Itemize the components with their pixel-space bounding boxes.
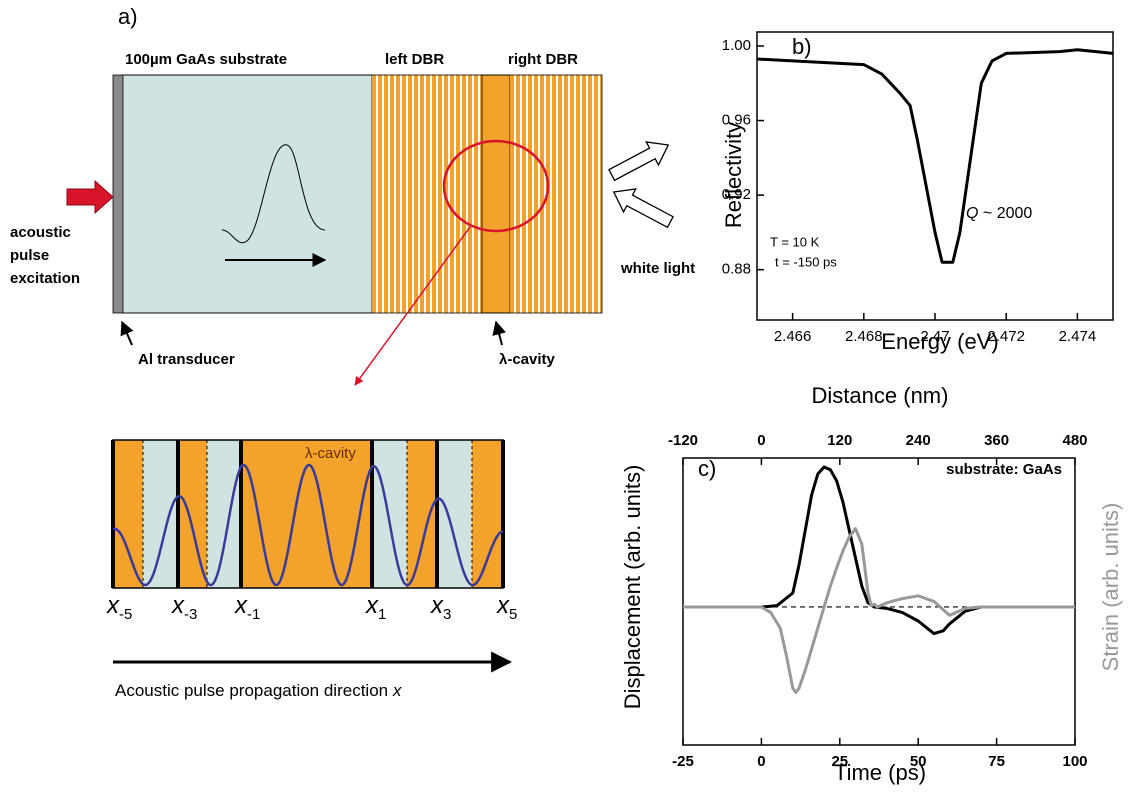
position-base: x (171, 592, 185, 619)
light-out-arrow (612, 188, 674, 229)
position-sub: -1 (247, 606, 260, 623)
x-tick-label: 25 (831, 753, 848, 770)
position-base: x (106, 592, 120, 619)
position-label: x-1 (234, 592, 260, 623)
zoom-arrow (354, 226, 471, 386)
transducer-arrow (120, 320, 134, 346)
transducer (113, 75, 123, 313)
layer (207, 440, 241, 588)
layer (113, 440, 143, 588)
panel-label: c) (698, 456, 716, 481)
condition: t = -150 ps (775, 254, 837, 269)
cavity (481, 74, 511, 314)
x2-tick-label: 360 (984, 432, 1009, 449)
y-tick-label: 0.92 (722, 186, 751, 203)
left-dbr (372, 75, 482, 313)
x-tick-label: 0 (757, 753, 765, 770)
plot-frame (682, 457, 1076, 746)
data-line (756, 48, 1114, 264)
q-text: ~ 2000 (983, 205, 1032, 222)
zoom-cavity-label: λ-cavity (305, 445, 356, 462)
position-sub: 1 (378, 606, 386, 623)
layer (178, 440, 207, 588)
layer (407, 440, 437, 588)
plot-frame (756, 31, 1114, 321)
y-tick-label: 1.00 (722, 37, 751, 54)
excitation-label: pulse (10, 247, 49, 264)
x-tick-label: 75 (988, 753, 1005, 770)
layer (437, 440, 472, 588)
transducer-label: Al transducer (138, 351, 235, 368)
sample-frame (112, 74, 603, 314)
light-in-arrow (608, 141, 670, 182)
y-axis-label: Displacement (arb. units) (620, 465, 645, 710)
x2-tick-label: 240 (906, 432, 931, 449)
q-symbol: Q (966, 205, 978, 222)
condition: T = 10 K (770, 234, 820, 249)
x-tick-label: 2.474 (1059, 328, 1097, 345)
y-axis-label: Reflectivity (721, 122, 746, 228)
standing-wave (112, 463, 504, 587)
q-annotation: Q ~ 2000 (966, 205, 1032, 222)
annotation: substrate: GaAs (946, 461, 1062, 478)
x2-tick-label: -120 (668, 432, 698, 449)
y-tick-label: 0.96 (722, 112, 751, 129)
layer (241, 440, 372, 588)
x2-axis-label: Distance (nm) (812, 383, 949, 408)
x-tick-label: 2.472 (987, 328, 1025, 345)
panel-label: a) (118, 4, 138, 29)
position-label: x1 (365, 592, 386, 623)
zoom-circle (442, 139, 550, 233)
layer (372, 440, 407, 588)
x-axis-label: Energy (eV) (881, 329, 998, 354)
position-sub: -5 (119, 606, 132, 623)
substrate (122, 74, 373, 314)
x-tick-label: 100 (1062, 753, 1087, 770)
left-dbr-label: left DBR (385, 51, 444, 68)
panel-label: b) (792, 34, 812, 59)
layer (143, 440, 178, 588)
x2-tick-label: 480 (1062, 432, 1087, 449)
cavity-arrow (492, 320, 506, 346)
data-line (683, 527, 1075, 694)
position-base: x (365, 592, 379, 619)
right-dbr (510, 75, 602, 313)
excitation-arrow (66, 179, 114, 215)
x-axis-label: Time (ps) (834, 760, 926, 785)
x2-tick-label: 120 (827, 432, 852, 449)
pulse (221, 144, 326, 244)
position-label: x5 (496, 592, 517, 623)
x-tick-label: 2.468 (845, 328, 883, 345)
x2-tick-label: 0 (757, 432, 765, 449)
cavity-label: λ-cavity (499, 351, 556, 368)
x-tick-label: -25 (672, 753, 694, 770)
direction-text: Acoustic pulse propagation direction (115, 681, 388, 700)
position-label: x-5 (106, 592, 132, 623)
direction-var: x (392, 681, 402, 700)
substrate-label: 100µm GaAs substrate (125, 51, 287, 68)
position-base: x (496, 592, 510, 619)
data-line (683, 465, 1075, 636)
white-light-label: white light (620, 260, 695, 277)
x-tick-label: 50 (910, 753, 927, 770)
zoom-frame (112, 439, 504, 589)
right-dbr-label: right DBR (508, 51, 578, 68)
excitation-label: excitation (10, 270, 80, 287)
y2-axis-label: Strain (arb. units) (1098, 503, 1123, 672)
position-sub: 5 (509, 606, 517, 623)
position-base: x (430, 592, 444, 619)
position-base: x (234, 592, 248, 619)
direction-label: Acoustic pulse propagation direction x (115, 681, 402, 700)
zoom-panel (111, 439, 505, 589)
layer (472, 440, 503, 588)
position-sub: -3 (184, 606, 197, 623)
y-tick-label: 0.88 (722, 261, 751, 278)
x-tick-label: 2.466 (774, 328, 812, 345)
position-label: x-3 (171, 592, 197, 623)
x-tick-label: 2.47 (920, 328, 949, 345)
position-sub: 3 (443, 606, 451, 623)
position-label: x3 (430, 592, 451, 623)
excitation-label: acoustic (10, 224, 71, 241)
